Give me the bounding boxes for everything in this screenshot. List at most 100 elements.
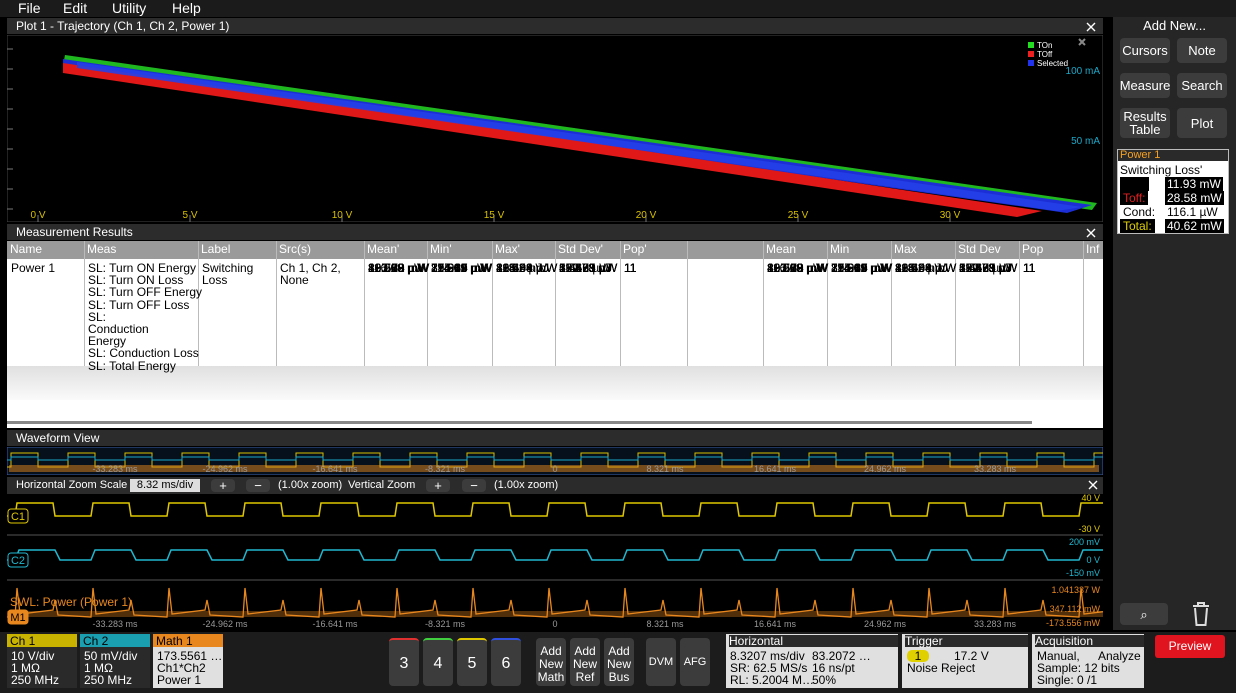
cell: 41.648 mW <box>496 262 557 274</box>
meas-name: SL: Turn OFF Energy <box>88 286 206 298</box>
close-zoom[interactable] <box>1088 480 1098 490</box>
zoom-tool[interactable]: ⌕ <box>1120 603 1168 625</box>
channel-button[interactable]: 6 <box>491 638 521 686</box>
badge-value: 40.62 mW <box>1165 219 1224 233</box>
wave-header: Waveform View <box>7 430 1103 446</box>
column-header: Label <box>201 242 230 256</box>
math-src: Power 1 <box>157 674 201 686</box>
zoom-in[interactable]: + <box>211 479 235 492</box>
add-button[interactable]: Add New Math <box>536 638 566 686</box>
legend-swatch <box>1028 51 1034 57</box>
column-header: Name <box>10 242 42 256</box>
plot-header: Plot 1 - Trajectory (Ch 1, Ch 2, Power 1… <box>7 18 1103 34</box>
meas-name: SL: Turn OFF Loss <box>88 299 206 311</box>
column-header: Mean <box>766 242 796 256</box>
add-button[interactable]: Add New Ref <box>570 638 600 686</box>
column-sep <box>687 241 688 366</box>
acq-title: Acquisition <box>1035 635 1144 647</box>
channel-label: C2 <box>11 555 25 567</box>
math-label: SWL: Power (Power 1) <box>10 595 132 609</box>
trash[interactable] <box>1190 601 1212 627</box>
zoom-value[interactable]: 8.32 ms/div <box>130 479 200 492</box>
column-header: Max <box>894 242 917 256</box>
column-sep <box>763 241 764 366</box>
ch2-bw: 250 MHz <box>84 674 132 686</box>
column-sep <box>620 241 621 366</box>
side-button[interactable]: Plot <box>1177 108 1227 138</box>
legend-label: TOff <box>1037 50 1053 59</box>
add-button[interactable]: Add New Bus <box>604 638 634 686</box>
column-header: Meas <box>87 242 116 256</box>
column-sep <box>1019 241 1020 366</box>
meas-header: Measurement Results <box>7 224 1103 240</box>
menu-item[interactable]: Edit <box>63 0 87 16</box>
side-button[interactable]: Cursors <box>1120 38 1170 63</box>
meas-label: Switching Loss <box>202 262 274 286</box>
acq-single: Single: 0 /1 <box>1037 674 1097 686</box>
column-header: Min' <box>430 242 452 256</box>
ch2-title: Ch 2 <box>83 635 108 647</box>
column-sep <box>276 241 277 366</box>
close-plot[interactable] <box>1086 22 1096 32</box>
time-tick: 16.641 ms <box>754 619 797 629</box>
overview-tick: -24.962 ms <box>202 464 248 474</box>
v-zoom: (1.00x zoom) <box>494 479 558 491</box>
side-button[interactable]: Results Table <box>1120 108 1170 138</box>
cell: 11 <box>624 262 636 274</box>
math-noise <box>7 611 1103 617</box>
time-tick: 0 <box>552 619 557 629</box>
overview-tick: 24.962 ms <box>864 464 907 474</box>
side-button[interactable]: Note <box>1177 38 1227 63</box>
channel-button[interactable]: 5 <box>457 638 487 686</box>
tool-button[interactable]: DVM <box>646 638 676 686</box>
channel-button[interactable]: 3 <box>389 638 419 686</box>
scale-label: -150 mV <box>1066 568 1100 578</box>
time-tick: -33.283 ms <box>92 619 138 629</box>
cell: 11 <box>1023 262 1035 274</box>
column-sep <box>364 241 365 366</box>
column-sep <box>891 241 892 366</box>
vertical-label: Vertical Zoom <box>348 479 415 491</box>
cell: 590.7 µW <box>559 262 611 274</box>
wave-title: Waveform View <box>16 431 99 445</box>
close-meas[interactable] <box>1086 228 1096 238</box>
cell: 40.623 mW <box>767 262 828 274</box>
badge-key: Ton: <box>1120 177 1149 191</box>
time-tick: 8.321 ms <box>646 619 684 629</box>
v-zoom-in[interactable]: + <box>426 479 450 492</box>
legend-swatch <box>1028 42 1034 48</box>
scale-label: -173.556 mW <box>1046 618 1101 628</box>
horizontal-title: Horizontal <box>729 635 898 647</box>
cell: 590.7 µW <box>959 262 1011 274</box>
meas-name: SL: Conduction Energy <box>88 311 158 348</box>
badge-value: 116.1 µW <box>1165 205 1220 219</box>
x-label: 30 V <box>940 210 961 221</box>
menu-item[interactable]: Help <box>172 0 201 16</box>
column-sep <box>492 241 493 366</box>
time-tick: 24.962 ms <box>864 619 907 629</box>
zoom-out[interactable]: − <box>246 479 270 492</box>
x-label: 15 V <box>484 210 505 221</box>
column-header: Pop <box>1022 242 1043 256</box>
channel-label: C1 <box>11 511 25 523</box>
side-button[interactable]: Search <box>1177 73 1227 98</box>
scale-label: 0 V <box>1086 555 1100 565</box>
scale-label: 1.041337 W <box>1051 585 1100 595</box>
meas-title: Measurement Results <box>16 225 133 239</box>
preview-button[interactable]: Preview <box>1155 635 1225 658</box>
meas-sources: Ch 1, Ch 2, None <box>280 262 360 286</box>
tool-button[interactable]: AFG <box>680 638 710 686</box>
menu-item[interactable]: Utility <box>112 0 146 16</box>
ch2-trace <box>7 550 1103 560</box>
channel-button[interactable]: 4 <box>423 638 453 686</box>
menu-item[interactable]: File <box>18 0 41 16</box>
overview-tick: 0 <box>552 464 557 474</box>
v-zoom-out[interactable]: − <box>462 479 486 492</box>
cell: 39.967 mW <box>431 262 492 274</box>
legend-swatch <box>1028 60 1034 66</box>
side-button[interactable]: Measure <box>1120 73 1170 98</box>
column-header: Pop' <box>623 242 647 256</box>
badge-key: Cond: <box>1120 205 1158 219</box>
scale-label: 200 mV <box>1069 537 1100 547</box>
